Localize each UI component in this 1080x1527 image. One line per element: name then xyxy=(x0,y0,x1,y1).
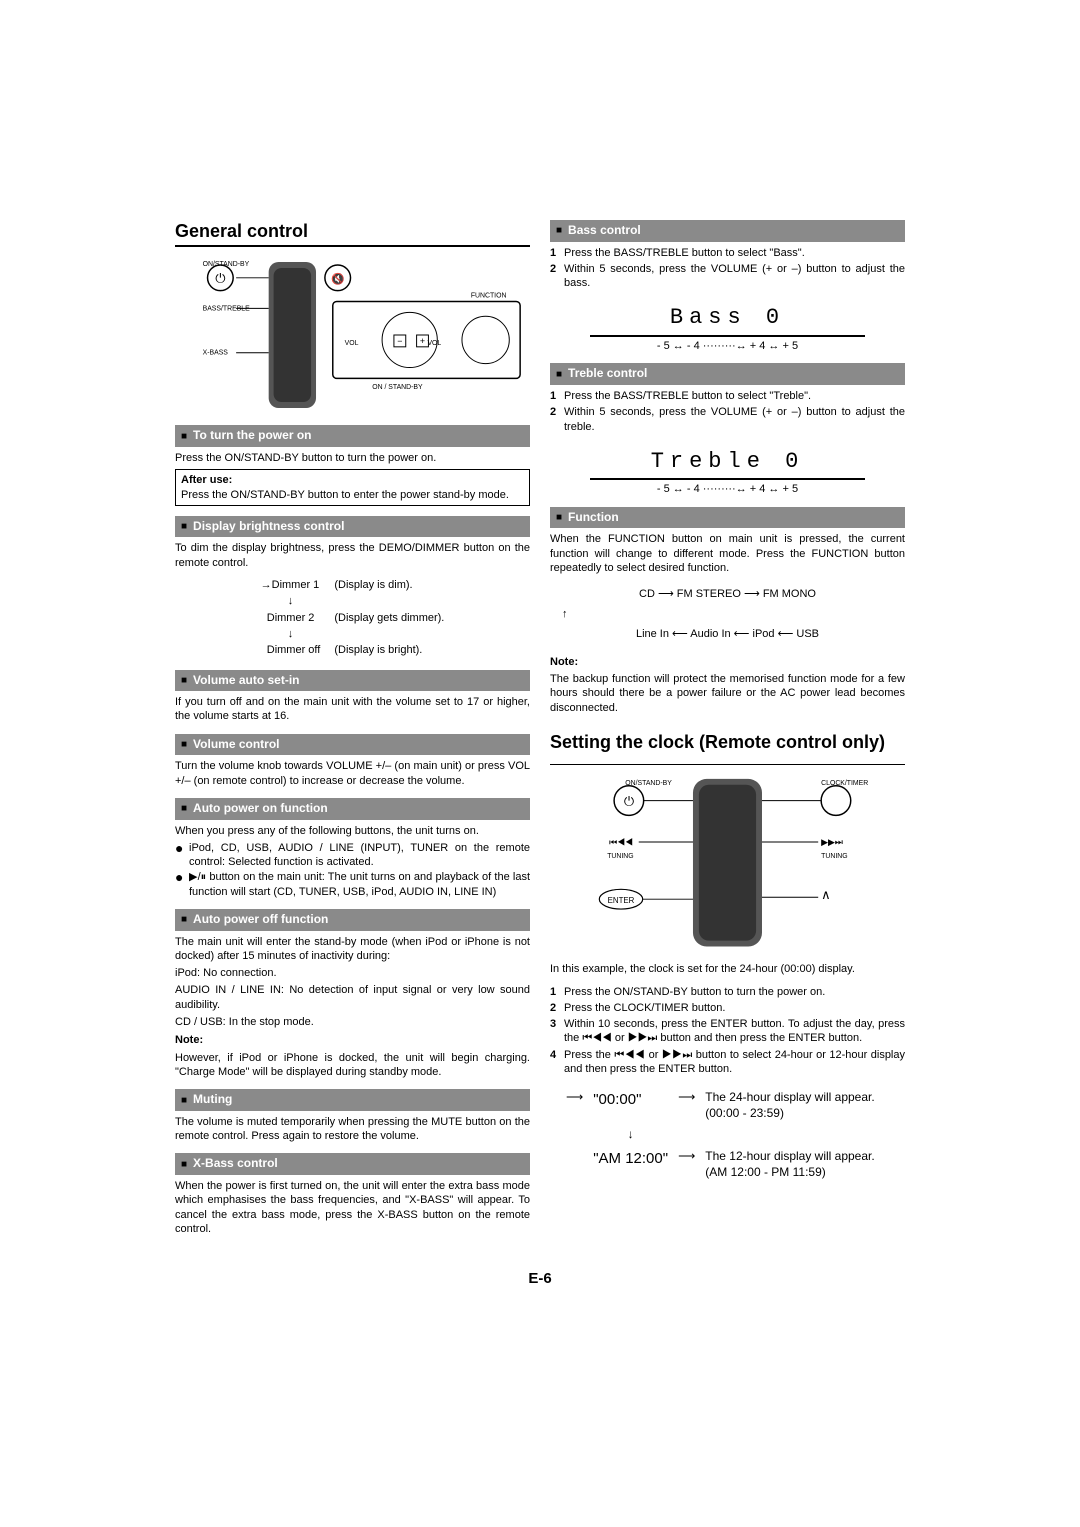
power-on-body: Press the ON/STAND-BY button to turn the… xyxy=(175,451,530,465)
arrow-up-icon: ↑ xyxy=(562,605,568,625)
brightness-body: To dim the display brightness, press the… xyxy=(175,541,530,570)
clock-12h: "AM 12:00" xyxy=(589,1147,672,1182)
step-num: 4 xyxy=(550,1048,564,1077)
svg-text:CLOCK/TIMER: CLOCK/TIMER xyxy=(821,780,868,787)
label-vol-minus: VOL xyxy=(345,340,359,347)
svg-text:TUNING: TUNING xyxy=(821,853,847,860)
after-use-box: After use: Press the ON/STAND-BY button … xyxy=(175,469,530,506)
function-note-label: Note: xyxy=(550,655,905,669)
page-title-left: General control xyxy=(175,220,530,247)
clock-24h: "00:00" xyxy=(589,1088,672,1123)
clock-24h-desc2: (00:00 - 23:59) xyxy=(705,1106,784,1120)
section-auto-on: Auto power on function xyxy=(175,798,530,820)
auto-off-body1: The main unit will enter the stand-by mo… xyxy=(175,935,530,964)
bullet-icon: ● xyxy=(175,870,189,899)
svg-text:🔇: 🔇 xyxy=(331,273,344,286)
arrow-right-icon: ⟶ xyxy=(674,1088,699,1123)
clock-step2: Press the CLOCK/TIMER button. xyxy=(564,1001,905,1015)
page-number: E-6 xyxy=(175,1269,905,1289)
clock-step4: Press the ⏮◀◀ or ▶▶⏭ button to select 24… xyxy=(564,1048,905,1077)
xbass-body: When the power is first turned on, the u… xyxy=(175,1179,530,1236)
section-function: Function xyxy=(550,507,905,529)
after-use-label: After use: xyxy=(181,473,524,487)
auto-on-body: When you press any of the following butt… xyxy=(175,824,530,838)
divider xyxy=(550,764,905,765)
arrow-right-icon: ⟶ xyxy=(562,1088,587,1123)
section-muting: Muting xyxy=(175,1089,530,1111)
vol-auto-body: If you turn off and on the main unit wit… xyxy=(175,695,530,724)
section-power-on: To turn the power on xyxy=(175,425,530,447)
auto-off-body3: AUDIO IN / LINE IN: No detection of inpu… xyxy=(175,983,530,1012)
svg-text:⏻: ⏻ xyxy=(215,271,225,286)
treble-range: - 5 ↔ - 4 ·········↔ + 4 ↔ + 5 xyxy=(590,482,865,496)
label-on-standby: ON/STAND-BY xyxy=(203,261,250,268)
svg-text:⏮◀◀: ⏮◀◀ xyxy=(609,837,633,847)
clock-12h-desc1: The 12-hour display will appear. xyxy=(705,1149,874,1163)
step-num: 2 xyxy=(550,405,564,434)
auto-off-body4: CD / USB: In the stop mode. xyxy=(175,1015,530,1029)
step-num: 2 xyxy=(550,1001,564,1015)
svg-text:ENTER: ENTER xyxy=(608,896,635,905)
section-bass: Bass control xyxy=(550,220,905,242)
auto-on-bullet2: ▶/⏸ button on the main unit: The unit tu… xyxy=(189,870,530,899)
clock-intro: In this example, the clock is set for th… xyxy=(550,962,905,976)
step-num: 3 xyxy=(550,1017,564,1046)
step-num: 1 xyxy=(550,985,564,999)
clock-24h-desc1: The 24-hour display will appear. xyxy=(705,1090,874,1104)
bass-range: - 5 ↔ - 4 ·········↔ + 4 ↔ + 5 xyxy=(590,339,865,353)
svg-text:⏻: ⏻ xyxy=(624,794,634,809)
section-treble: Treble control xyxy=(550,363,905,385)
step-num: 2 xyxy=(550,262,564,291)
svg-text:▶▶⏭: ▶▶⏭ xyxy=(821,837,843,847)
bullet-icon: ● xyxy=(175,841,189,870)
svg-text:−: − xyxy=(397,336,402,346)
label-x-bass: X-BASS xyxy=(203,350,229,357)
svg-text:∧: ∧ xyxy=(821,887,830,902)
clock-flow-diagram: ⟶ "00:00" ⟶ The 24-hour display will app… xyxy=(560,1086,905,1184)
label-on-standby-2: ON / STAND-BY xyxy=(372,385,423,392)
auto-off-note-label: Note: xyxy=(175,1033,530,1047)
section-vol-ctrl: Volume control xyxy=(175,734,530,756)
muting-body: The volume is muted temporarily when pre… xyxy=(175,1115,530,1144)
label-function: FUNCTION xyxy=(471,293,507,300)
function-row2: Line In ⟵ Audio In ⟵ iPod ⟵ USB xyxy=(550,625,905,645)
clock-step3: Within 10 seconds, press the ENTER butto… xyxy=(564,1017,905,1046)
dimmer-diagram: →Dimmer 1(Display is dim). ↓ Dimmer 2(Di… xyxy=(175,576,530,659)
function-note-body: The backup function will protect the mem… xyxy=(550,672,905,715)
function-body: When the FUNCTION button on main unit is… xyxy=(550,532,905,575)
treble-lcd: Treble 0 xyxy=(590,442,865,481)
unit-diagram: ⏻ 🔇 ON/STAND-BY BASS/TREBLE X-BASS FUNCT… xyxy=(175,255,530,415)
arrow-down-icon: ↓ xyxy=(589,1125,672,1145)
page-title-right: Setting the clock (Remote control only) xyxy=(550,731,905,754)
remote-diagram: ⏻ ON/STAND-BY CLOCK/TIMER ⏮◀◀ TUNING ▶▶⏭… xyxy=(550,771,905,956)
svg-text:ON/STAND-BY: ON/STAND-BY xyxy=(625,780,672,787)
auto-on-bullet1: iPod, CD, USB, AUDIO / LINE (INPUT), TUN… xyxy=(189,841,530,870)
section-vol-auto: Volume auto set-in xyxy=(175,670,530,692)
bass-step2: Within 5 seconds, press the VOLUME (+ or… xyxy=(564,262,905,291)
label-vol-plus: VOL xyxy=(427,340,441,347)
auto-off-note-body: However, if iPod or iPhone is docked, th… xyxy=(175,1051,530,1080)
vol-ctrl-body: Turn the volume knob towards VOLUME +/– … xyxy=(175,759,530,788)
auto-off-body2: iPod: No connection. xyxy=(175,966,530,980)
treble-step2: Within 5 seconds, press the VOLUME (+ or… xyxy=(564,405,905,434)
function-flow-diagram: CD ⟶ FM STEREO ⟶ FM MONO ↑ ↓ Line In ⟵ A… xyxy=(550,585,905,644)
bass-step1: Press the BASS/TREBLE button to select "… xyxy=(564,246,905,260)
arrow-right-icon: ⟶ xyxy=(674,1147,699,1182)
bass-lcd: Bass 0 xyxy=(590,298,865,337)
clock-step1: Press the ON/STAND-BY button to turn the… xyxy=(564,985,905,999)
section-auto-off: Auto power off function xyxy=(175,909,530,931)
svg-text:TUNING: TUNING xyxy=(607,853,633,860)
svg-text:+: + xyxy=(420,336,425,346)
step-num: 1 xyxy=(550,389,564,403)
treble-step1: Press the BASS/TREBLE button to select "… xyxy=(564,389,905,403)
step-num: 1 xyxy=(550,246,564,260)
clock-12h-desc2: (AM 12:00 - PM 11:59) xyxy=(705,1165,826,1179)
section-brightness: Display brightness control xyxy=(175,516,530,538)
function-row1: CD ⟶ FM STEREO ⟶ FM MONO xyxy=(550,585,905,605)
after-use-body: Press the ON/STAND-BY button to enter th… xyxy=(181,488,524,502)
section-xbass: X-Bass control xyxy=(175,1153,530,1175)
